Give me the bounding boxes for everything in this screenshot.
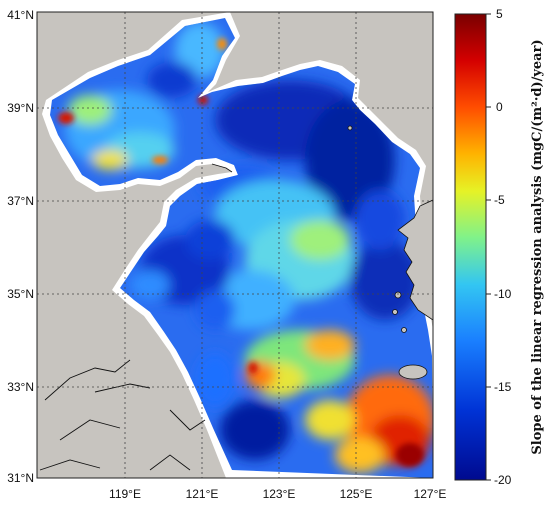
colorbar-tick-minus5: -5 — [494, 193, 505, 207]
map-panel — [37, 12, 433, 478]
colorbar-tick-5: 5 — [496, 7, 503, 21]
colorbar-gradient — [454, 13, 487, 481]
latitude-labels: 41°N 39°N 37°N 35°N 33°N 31°N — [7, 8, 34, 485]
lat-label-31: 31°N — [7, 471, 34, 485]
korea-islands — [347, 125, 433, 380]
lat-label-35: 35°N — [7, 287, 34, 301]
lon-label-119: 119°E — [109, 487, 141, 501]
colorbar-ticks — [486, 13, 491, 481]
lon-label-125: 125°E — [340, 487, 373, 501]
colorbar-tick-0: 0 — [496, 100, 503, 114]
longitude-labels: 119°E 121°E 123°E 125°E 127°E — [109, 487, 446, 501]
colorbar-tick-minus10: -10 — [494, 287, 512, 301]
coastline-features — [39, 163, 233, 471]
lat-label-39: 39°N — [7, 101, 34, 115]
lat-label-37: 37°N — [7, 194, 34, 208]
lon-label-121: 121°E — [186, 487, 219, 501]
colorbar-tick-minus15: -15 — [494, 380, 512, 394]
graticule — [37, 12, 433, 478]
lat-label-33: 33°N — [7, 380, 34, 394]
lon-label-123: 123°E — [263, 487, 296, 501]
lon-label-127: 127°E — [414, 487, 447, 501]
colorbar-tick-minus20: -20 — [494, 473, 512, 487]
colorbar-title: Slope of the linear regression analysis … — [530, 39, 545, 454]
colorbar: 5 0 -5 -10 -15 -20 Slope of the linear r… — [454, 7, 545, 487]
lat-label-41: 41°N — [7, 8, 34, 22]
map-frame — [36, 11, 434, 479]
